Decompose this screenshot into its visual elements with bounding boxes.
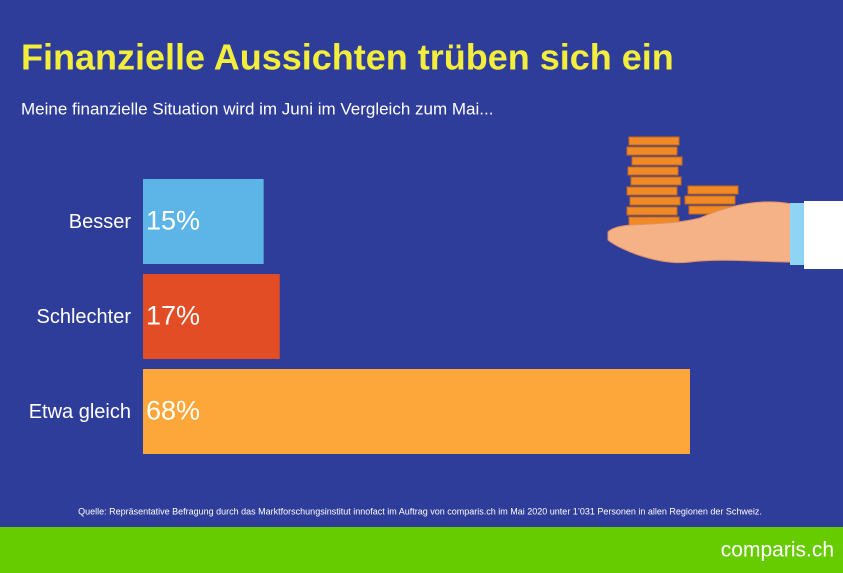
- bar: [143, 369, 690, 454]
- chart-title: Finanzielle Aussichten trüben sich ein: [21, 37, 674, 78]
- chart-subtitle: Meine finanzielle Situation wird im Juni…: [21, 99, 493, 118]
- footer-band: [0, 527, 843, 573]
- coins-illustration: [607, 136, 843, 269]
- source-note: Quelle: Repräsentative Befragung durch d…: [78, 506, 762, 516]
- category-label: Schlechter: [37, 306, 132, 328]
- category-label: Etwa gleich: [29, 401, 131, 423]
- category-label: Besser: [69, 211, 132, 233]
- logo: comparis.ch: [721, 539, 834, 562]
- bar: [143, 179, 264, 264]
- bar: [143, 274, 280, 359]
- value-label: 15%: [146, 206, 200, 236]
- value-label: 17%: [146, 301, 200, 331]
- value-label: 68%: [146, 396, 200, 426]
